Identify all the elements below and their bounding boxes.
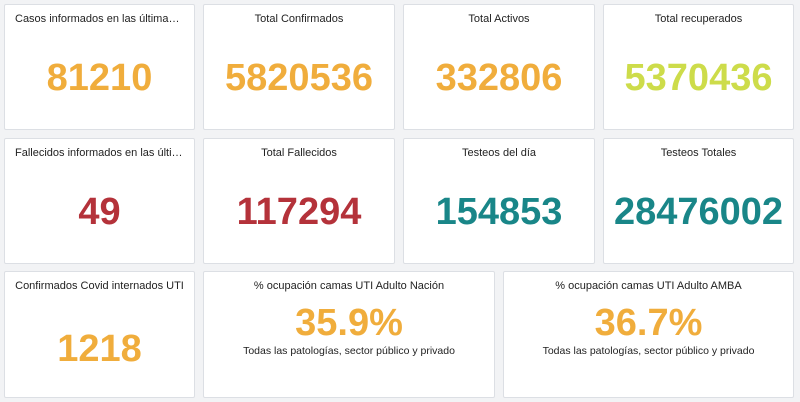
card-value: 28476002 — [613, 191, 784, 233]
card-deaths-last-24h: Fallecidos informados en las últim... 49 — [4, 138, 195, 264]
card-value: 1218 — [57, 328, 142, 370]
card-cases-last-24h: Casos informados en las últimas 2... 812… — [4, 4, 195, 130]
card-subtitle: Todas las patologías, sector público y p… — [542, 345, 755, 357]
card-value: 81210 — [46, 57, 153, 99]
card-total-deaths: Total Fallecidos 117294 — [203, 138, 395, 264]
card-title: Confirmados Covid internados UTI — [15, 280, 184, 292]
card-icu-occupancy-amba: % ocupación camas UTI Adulto AMBA 36.7% … — [503, 271, 794, 398]
card-title: Total Confirmados — [254, 13, 344, 25]
card-icu-occupancy-nation: % ocupación camas UTI Adulto Nación 35.9… — [203, 271, 495, 398]
card-title: Total Fallecidos — [261, 147, 337, 159]
card-title: Testeos Totales — [660, 147, 737, 159]
card-total-recovered: Total recuperados 5370436 — [603, 4, 794, 130]
card-subtitle: Todas las patologías, sector público y p… — [243, 345, 455, 357]
card-title: Testeos del día — [462, 147, 536, 159]
card-value: 49 — [78, 191, 121, 233]
card-title: Total Activos — [468, 13, 530, 25]
card-value: 332806 — [435, 57, 563, 99]
card-value: 35.9% — [295, 302, 403, 344]
card-tests-today: Testeos del día 154853 — [403, 138, 595, 264]
card-icu-covid-patients: Confirmados Covid internados UTI 1218 — [4, 271, 195, 398]
card-title: Casos informados en las últimas 2... — [15, 13, 193, 25]
card-value: 5370436 — [624, 57, 773, 99]
card-title: % ocupación camas UTI Adulto AMBA — [555, 280, 742, 292]
card-total-tests: Testeos Totales 28476002 — [603, 138, 794, 264]
card-total-confirmed: Total Confirmados 5820536 — [203, 4, 395, 130]
card-total-active: Total Activos 332806 — [403, 4, 595, 130]
card-value: 117294 — [236, 191, 362, 233]
card-title: Total recuperados — [654, 13, 743, 25]
card-value: 36.7% — [594, 302, 703, 344]
card-title: Fallecidos informados en las últim... — [15, 147, 190, 159]
card-value: 5820536 — [225, 57, 373, 99]
card-title: % ocupación camas UTI Adulto Nación — [253, 280, 445, 292]
card-value: 154853 — [435, 191, 563, 233]
